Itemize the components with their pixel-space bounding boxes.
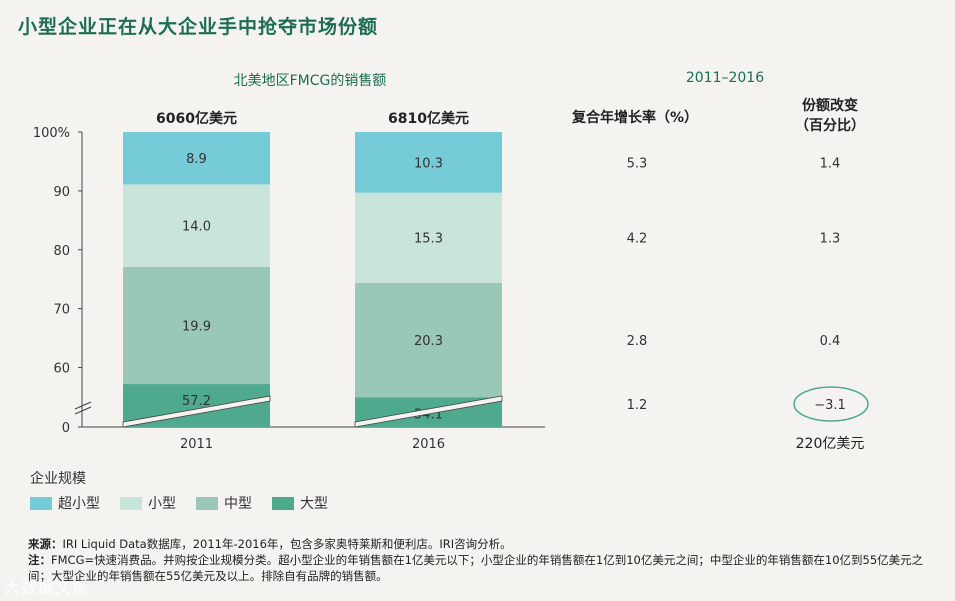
- bar-value-label: 57.2: [182, 394, 211, 409]
- definition-note: 注：FMCG=快速消费品。并购按企业规模分类。超小型企业的年销售额在1亿美元以下…: [28, 552, 933, 584]
- legend-swatch: [30, 496, 52, 510]
- legend-swatch: [196, 496, 218, 510]
- source-note: 来源：IRI Liquid Data数据库，2011年-2016年，包含多家奥特…: [28, 536, 933, 552]
- source-text: IRI Liquid Data数据库，2011年-2016年，包含多家奥特莱斯和…: [62, 537, 512, 551]
- bar-value-label: 15.3: [414, 232, 443, 247]
- bar-segment-medium: [123, 266, 270, 385]
- legend-label: 大型: [300, 496, 328, 512]
- chart-subtitle: 北美地区FMCG的销售额: [233, 73, 387, 89]
- note-label: 注：: [28, 553, 51, 567]
- cagr-header: 复合年增长率（%）: [571, 110, 699, 126]
- bar-segment-medium: [355, 282, 502, 398]
- legend-item-medium: 中型: [196, 493, 252, 513]
- legend-label: 中型: [224, 496, 252, 512]
- cagr-value: 2.8: [627, 334, 648, 349]
- chart-title: 小型企业正在从大企业手中抢夺市场份额: [18, 16, 379, 38]
- legend-item-small: 小型: [120, 493, 176, 513]
- x-tick-label: 2011: [180, 437, 213, 452]
- cagr-value: 4.2: [627, 232, 648, 247]
- legend-label: 小型: [148, 496, 176, 512]
- legend-swatch: [120, 496, 142, 510]
- legend-label: 超小型: [58, 496, 100, 512]
- y-tick-label: 80: [53, 244, 70, 259]
- bar-segment-extra_small: [355, 132, 502, 193]
- bar-total-label: 6060亿美元: [156, 110, 237, 127]
- x-tick-label: 2016: [412, 437, 445, 452]
- bar-value-label: 14.0: [182, 220, 211, 235]
- legend-item-large: 大型: [272, 493, 328, 513]
- highlight-ellipse: [793, 386, 869, 422]
- share-change-value: 1.4: [820, 156, 841, 171]
- share-change-value: −3.1: [814, 398, 846, 413]
- bar-value-label: 8.9: [186, 152, 207, 167]
- axis-break-mark: [74, 406, 92, 415]
- source-label: 来源：: [28, 537, 63, 551]
- y-tick-label: 100%: [33, 126, 70, 141]
- bar-value-label: 19.9: [182, 319, 211, 334]
- period-label: 2011–2016: [685, 70, 765, 86]
- bar-break-band: [354, 395, 503, 428]
- bar-segment-small: [355, 192, 502, 283]
- bar-segment-small: [123, 184, 270, 267]
- note-text: FMCG=快速消费品。并购按企业规模分类。超小型企业的年销售额在1亿美元以下；小…: [28, 553, 924, 583]
- bar-total-label: 6810亿美元: [388, 110, 469, 127]
- y-tick-label: 0: [62, 421, 70, 436]
- footnotes: 来源：IRI Liquid Data数据库，2011年-2016年，包含多家奥特…: [28, 536, 933, 584]
- y-tick-label: 60: [53, 362, 70, 377]
- bar-break-band: [122, 395, 271, 428]
- axis-break-mark: [74, 401, 92, 410]
- watermark: 大数据文摘: [4, 578, 90, 597]
- bar-value-label: 10.3: [414, 156, 443, 171]
- share-change-note: 220亿美元: [796, 436, 865, 452]
- y-tick-label: 70: [53, 303, 70, 318]
- share-change-value: 0.4: [820, 334, 841, 349]
- legend-swatch: [272, 496, 294, 510]
- legend-title: 企业规模: [30, 471, 86, 487]
- share-change-value: 1.3: [820, 232, 841, 247]
- bar-value-label: 20.3: [414, 334, 443, 349]
- y-tick-label: 90: [53, 185, 70, 200]
- bar-segment-extra_small: [123, 132, 270, 185]
- legend-item-extra_small: 超小型: [30, 493, 100, 513]
- legend: 超小型 小型 中型 大型: [30, 493, 328, 513]
- cagr-value: 5.3: [627, 156, 648, 171]
- cagr-value: 1.2: [627, 398, 648, 413]
- share-change-header: 份额改变 （百分比）: [795, 98, 865, 134]
